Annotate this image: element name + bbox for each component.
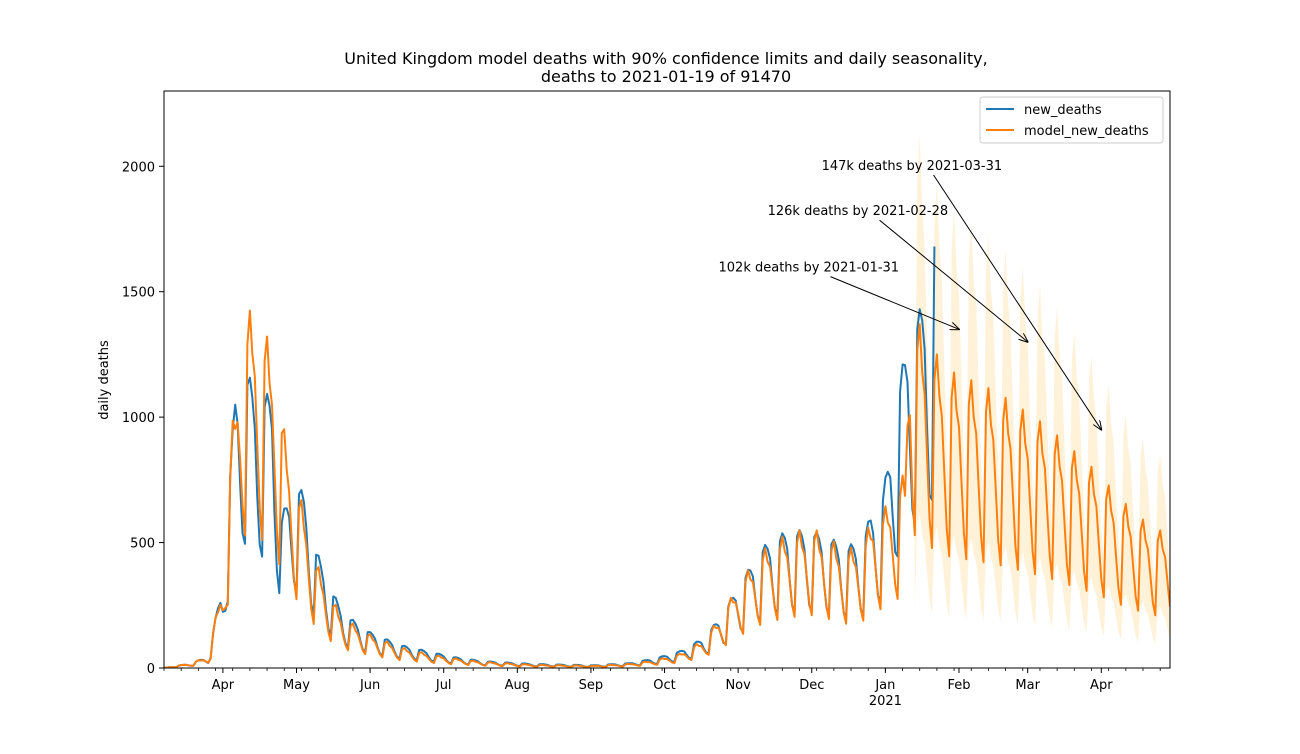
x-tick-label: Jan — [874, 678, 895, 693]
series-line-new-deaths — [164, 246, 936, 668]
annotation-arrow — [830, 276, 959, 330]
chart-title-line1: United Kingdom model deaths with 90% con… — [344, 49, 987, 68]
x-tick-label: Mar — [1015, 678, 1040, 693]
y-axis-label: daily deaths — [97, 340, 112, 420]
x-tick-label: May — [283, 678, 310, 693]
x-tick-label: Apr — [212, 678, 235, 693]
annotation-arrow — [879, 219, 1028, 342]
y-tick-label: 2000 — [122, 160, 155, 175]
y-tick-label: 0 — [147, 662, 155, 677]
x-year-label: 2021 — [869, 694, 902, 709]
x-tick-label: Jul — [435, 678, 452, 693]
annotation-label: 147k deaths by 2021-03-31 — [822, 159, 1003, 174]
x-tick-label: Feb — [947, 678, 970, 693]
x-tick-label: Apr — [1090, 678, 1113, 693]
y-tick-label: 1500 — [122, 286, 155, 301]
x-tick-label: Aug — [505, 678, 530, 693]
legend-box — [979, 96, 1164, 144]
x-tick-label: Dec — [799, 678, 824, 693]
legend-label-model-new-deaths: model_new_deaths — [1024, 124, 1149, 139]
legend-label-new-deaths: new_deaths — [1024, 103, 1102, 118]
y-tick-label: 500 — [130, 537, 155, 552]
x-tick-label: Nov — [725, 678, 751, 693]
plot-frame — [163, 90, 1171, 669]
x-axis: Apr May Jun Jul Aug Sep Oct Nov Dec Jan Feb Mar Apr 2… — [163, 668, 1161, 709]
annotation-label: 126k deaths by 2021-02-28 — [768, 204, 949, 219]
x-tick-label: Jun — [359, 678, 380, 693]
annotation-label: 102k deaths by 2021-01-31 — [719, 261, 900, 276]
annotation-arrow — [933, 174, 1102, 430]
series-line-model-new-deaths — [164, 309, 1170, 668]
y-tick-label: 1000 — [122, 411, 155, 426]
annotations: 102k deaths by 2021-01-31 126k deaths by … — [719, 159, 1102, 430]
x-tick-label: Sep — [579, 678, 604, 693]
y-axis: 0 500 1000 1500 2000 — [122, 160, 164, 677]
x-tick-label: Oct — [653, 678, 675, 693]
chart-title-line2: deaths to 2021-01-19 of 91470 — [541, 67, 791, 86]
series-layer — [164, 246, 1170, 668]
legend: new_deaths model_new_deaths — [979, 96, 1164, 144]
